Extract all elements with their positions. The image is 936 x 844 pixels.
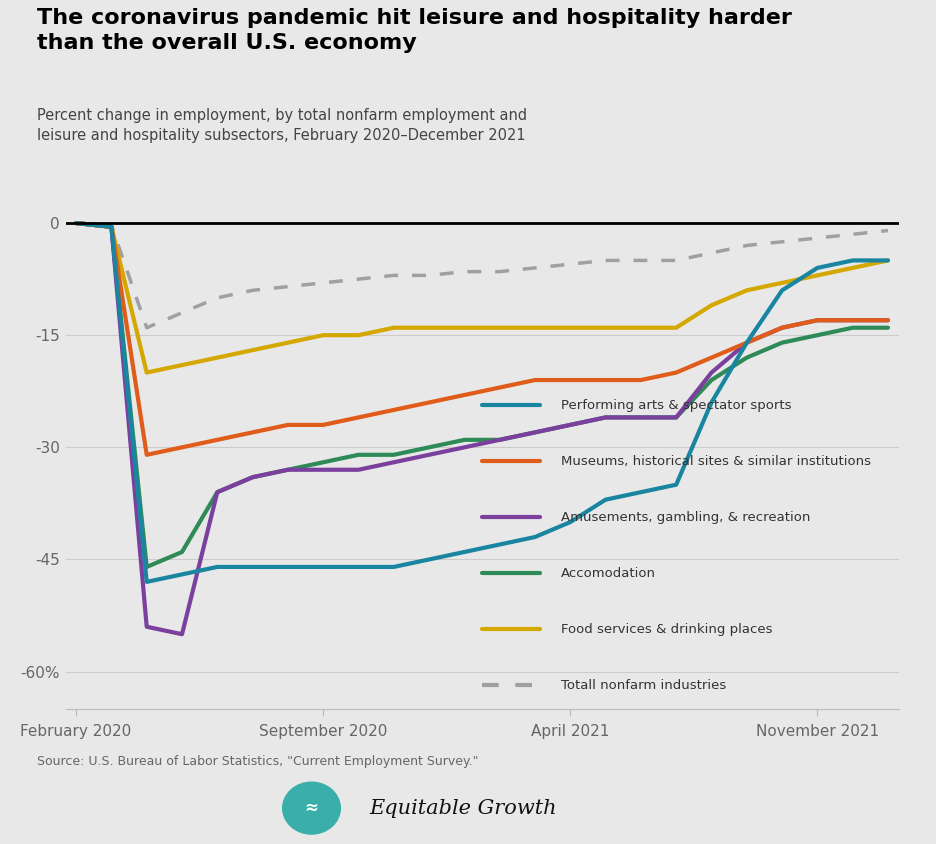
Text: Accomodation: Accomodation [562, 567, 656, 580]
Text: Amusements, gambling, & recreation: Amusements, gambling, & recreation [562, 511, 811, 524]
Text: Food services & drinking places: Food services & drinking places [562, 623, 773, 636]
Text: Museums, historical sites & similar institutions: Museums, historical sites & similar inst… [562, 455, 871, 468]
Ellipse shape [283, 782, 341, 834]
Text: Performing arts & spectator sports: Performing arts & spectator sports [562, 399, 792, 412]
Text: Percent change in employment, by total nonfarm employment and
leisure and hospit: Percent change in employment, by total n… [37, 108, 528, 143]
Text: The coronavirus pandemic hit leisure and hospitality harder
than the overall U.S: The coronavirus pandemic hit leisure and… [37, 8, 792, 53]
Text: Totall nonfarm industries: Totall nonfarm industries [562, 679, 726, 692]
Text: Source: U.S. Bureau of Labor Statistics, "Current Employment Survey.": Source: U.S. Bureau of Labor Statistics,… [37, 755, 479, 768]
Text: Equitable Growth: Equitable Growth [369, 798, 557, 818]
Text: ≈: ≈ [304, 799, 318, 817]
